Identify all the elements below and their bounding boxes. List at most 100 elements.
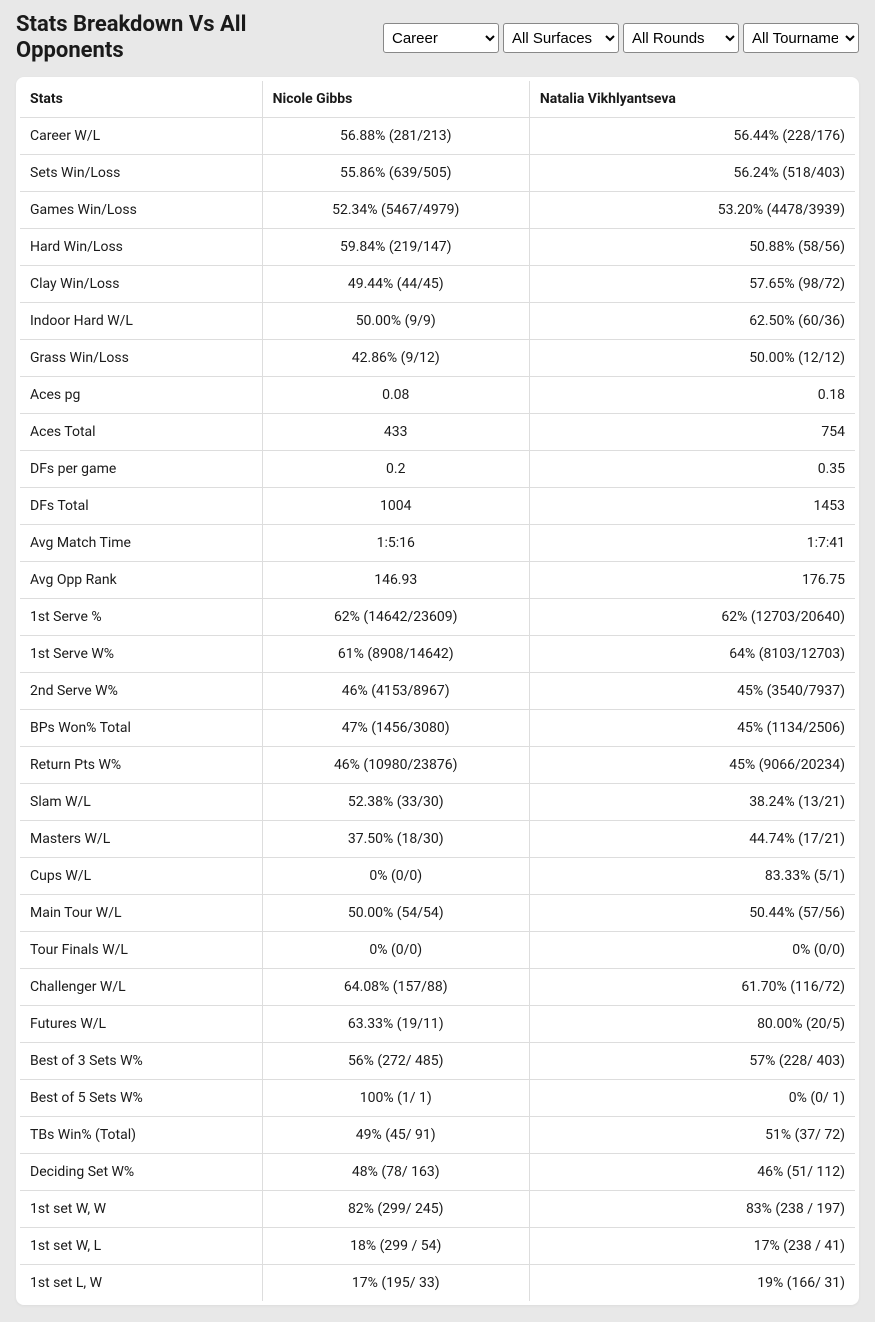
stats-table-container: Stats Nicole Gibbs Natalia Vikhlyantseva… [16,77,859,1305]
player1-value: 0.08 [262,376,529,413]
player2-value: 61.70% (116/72) [529,968,855,1005]
stat-name: Return Pts W% [20,746,262,783]
table-row: Sets Win/Loss55.86% (639/505)56.24% (518… [20,154,855,191]
player1-value: 0% (0/0) [262,931,529,968]
stat-name: TBs Win% (Total) [20,1116,262,1153]
player1-value: 55.86% (639/505) [262,154,529,191]
player1-value: 61% (8908/14642) [262,635,529,672]
round-select[interactable]: All Rounds [623,23,739,53]
player2-value: 51% (37/ 72) [529,1116,855,1153]
stat-name: Avg Opp Rank [20,561,262,598]
player1-value: 49.44% (44/45) [262,265,529,302]
table-row: Slam W/L52.38% (33/30)38.24% (13/21) [20,783,855,820]
table-row: Career W/L56.88% (281/213)56.44% (228/17… [20,117,855,154]
stat-name: Challenger W/L [20,968,262,1005]
player2-value: 45% (1134/2506) [529,709,855,746]
player1-value: 82% (299/ 245) [262,1190,529,1227]
period-select[interactable]: Career [383,23,499,53]
player1-value: 42.86% (9/12) [262,339,529,376]
player2-value: 62.50% (60/36) [529,302,855,339]
table-row: Deciding Set W%48% (78/ 163)46% (51/ 112… [20,1153,855,1190]
table-row: Clay Win/Loss49.44% (44/45)57.65% (98/72… [20,265,855,302]
stat-name: 1st set W, L [20,1227,262,1264]
table-row: 1st Serve %62% (14642/23609)62% (12703/2… [20,598,855,635]
stat-name: 1st Serve % [20,598,262,635]
stat-name: Best of 3 Sets W% [20,1042,262,1079]
player1-value: 433 [262,413,529,450]
surface-select[interactable]: All Surfaces [503,23,619,53]
player1-value: 46% (4153/8967) [262,672,529,709]
player1-value: 17% (195/ 33) [262,1264,529,1301]
player1-value: 63.33% (19/11) [262,1005,529,1042]
stat-name: Aces pg [20,376,262,413]
stat-name: Masters W/L [20,820,262,857]
stat-name: 1st Serve W% [20,635,262,672]
table-row: 1st set L, W17% (195/ 33)19% (166/ 31) [20,1264,855,1301]
player1-value: 0.2 [262,450,529,487]
stat-name: 1st set W, W [20,1190,262,1227]
table-row: Return Pts W%46% (10980/23876)45% (9066/… [20,746,855,783]
table-row: Best of 3 Sets W%56% (272/ 485)57% (228/… [20,1042,855,1079]
col-header-player2: Natalia Vikhlyantseva [529,81,855,118]
player2-value: 1453 [529,487,855,524]
stat-name: Hard Win/Loss [20,228,262,265]
table-row: 1st Serve W%61% (8908/14642)64% (8103/12… [20,635,855,672]
table-row: Games Win/Loss52.34% (5467/4979)53.20% (… [20,191,855,228]
stat-name: Career W/L [20,117,262,154]
stat-name: Games Win/Loss [20,191,262,228]
player2-value: 80.00% (20/5) [529,1005,855,1042]
player2-value: 1:7:41 [529,524,855,561]
player2-value: 50.88% (58/56) [529,228,855,265]
player2-value: 57.65% (98/72) [529,265,855,302]
player1-value: 50.00% (9/9) [262,302,529,339]
player1-value: 37.50% (18/30) [262,820,529,857]
table-row: TBs Win% (Total)49% (45/ 91)51% (37/ 72) [20,1116,855,1153]
player2-value: 17% (238 / 41) [529,1227,855,1264]
player2-value: 56.44% (228/176) [529,117,855,154]
stat-name: Main Tour W/L [20,894,262,931]
table-row: DFs Total10041453 [20,487,855,524]
player1-value: 52.38% (33/30) [262,783,529,820]
player2-value: 62% (12703/20640) [529,598,855,635]
player2-value: 83.33% (5/1) [529,857,855,894]
table-row: DFs per game0.20.35 [20,450,855,487]
stat-name: DFs per game [20,450,262,487]
player1-value: 59.84% (219/147) [262,228,529,265]
col-header-player1: Nicole Gibbs [262,81,529,118]
player1-value: 100% (1/ 1) [262,1079,529,1116]
table-row: BPs Won% Total47% (1456/3080)45% (1134/2… [20,709,855,746]
col-header-stats: Stats [20,81,262,118]
stat-name: Sets Win/Loss [20,154,262,191]
player2-value: 57% (228/ 403) [529,1042,855,1079]
table-header-row: Stats Nicole Gibbs Natalia Vikhlyantseva [20,81,855,118]
table-row: 1st set W, W82% (299/ 245)83% (238 / 197… [20,1190,855,1227]
player1-value: 50.00% (54/54) [262,894,529,931]
player2-value: 0% (0/0) [529,931,855,968]
player2-value: 0.35 [529,450,855,487]
table-row: Hard Win/Loss59.84% (219/147)50.88% (58/… [20,228,855,265]
table-row: Aces pg0.080.18 [20,376,855,413]
player1-value: 18% (299 / 54) [262,1227,529,1264]
player2-value: 0.18 [529,376,855,413]
table-row: Tour Finals W/L0% (0/0)0% (0/0) [20,931,855,968]
player1-value: 1:5:16 [262,524,529,561]
player2-value: 83% (238 / 197) [529,1190,855,1227]
table-row: Avg Match Time1:5:161:7:41 [20,524,855,561]
stat-name: Best of 5 Sets W% [20,1079,262,1116]
table-row: 2nd Serve W%46% (4153/8967)45% (3540/793… [20,672,855,709]
player1-value: 52.34% (5467/4979) [262,191,529,228]
tournament-select[interactable]: All Tournaments [743,23,859,53]
player2-value: 0% (0/ 1) [529,1079,855,1116]
table-row: Aces Total433754 [20,413,855,450]
stat-name: Deciding Set W% [20,1153,262,1190]
table-row: Main Tour W/L50.00% (54/54)50.44% (57/56… [20,894,855,931]
table-row: 1st set W, L18% (299 / 54)17% (238 / 41) [20,1227,855,1264]
stat-name: Slam W/L [20,783,262,820]
table-row: Futures W/L63.33% (19/11)80.00% (20/5) [20,1005,855,1042]
header: Stats Breakdown Vs All Opponents Career … [0,0,875,77]
player2-value: 56.24% (518/403) [529,154,855,191]
stat-name: BPs Won% Total [20,709,262,746]
player2-value: 45% (3540/7937) [529,672,855,709]
player2-value: 53.20% (4478/3939) [529,191,855,228]
stat-name: Indoor Hard W/L [20,302,262,339]
